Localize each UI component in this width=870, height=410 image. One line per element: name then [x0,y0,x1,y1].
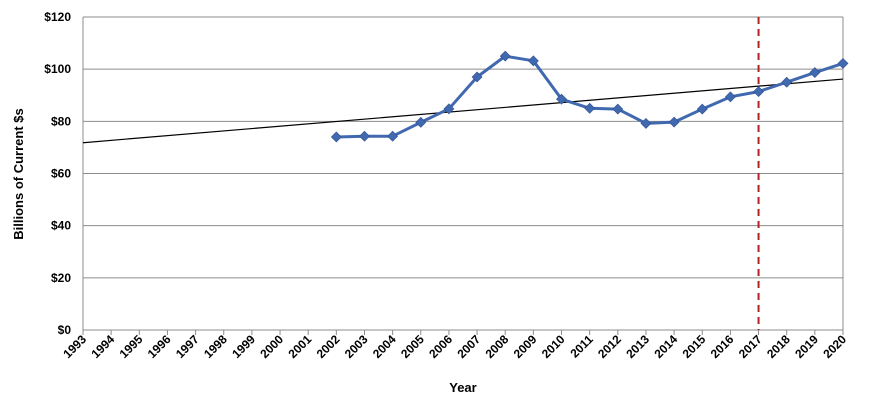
x-tick-label: 2019 [792,332,821,361]
y-tick-label: $20 [51,271,71,285]
x-tick-label: 1998 [201,332,230,361]
data-point [584,102,596,114]
x-tick-label: 2008 [483,332,512,361]
y-tick-label: $120 [44,10,71,24]
data-point [527,55,539,67]
x-tick-label: 2012 [595,332,624,361]
x-tick-label: 2000 [257,332,286,361]
x-tick-label: 2011 [567,332,596,361]
data-point [415,116,427,128]
x-tick-label: 2017 [736,332,765,361]
y-tick-label: $100 [44,62,71,76]
series-line [336,54,844,139]
x-tick-label: 2001 [286,332,315,361]
x-tick-label: 1995 [117,332,146,361]
data-point [809,67,821,78]
x-tick-label: 2005 [398,332,427,361]
data-point [753,86,764,98]
data-point [612,103,624,115]
y-tick-label: $40 [51,219,71,233]
x-tick-label: 2013 [623,332,652,361]
x-tick-label: 2014 [651,332,680,361]
trendline [82,78,844,144]
x-tick-labels: 1993 1994 1995 1996 1997 1998 1999 2000 2001 2002… [60,332,849,361]
y-tick-label: $80 [51,114,71,128]
x-tick-label: 2018 [764,332,793,361]
y-tick-label: $0 [58,323,72,337]
x-tick-label: 2009 [511,332,540,361]
x-tick-label: 1997 [173,332,202,361]
x-tick-label: 2003 [342,332,371,361]
x-axis-title: Year [449,380,476,395]
data-point [696,103,708,115]
series-layer [330,50,849,143]
data-point [837,58,849,69]
data-point [443,103,455,115]
x-tick-label: 2002 [314,332,343,361]
y-tick-label: $60 [51,167,71,181]
data-point [781,76,793,88]
x-tick-label: 2016 [708,332,737,361]
data-point [724,91,736,103]
data-point [668,116,680,128]
gridlines [82,16,844,335]
x-tick-label: 2004 [370,332,399,361]
x-tick-label: 1996 [145,332,174,361]
data-point [387,130,399,142]
data-point [640,117,652,129]
x-tick-label: 2015 [680,332,709,361]
x-tick-label: 2020 [820,332,849,361]
x-tick-label: 1994 [88,332,117,361]
data-point [471,71,483,83]
data-point [499,50,511,62]
data-point [330,131,342,143]
y-tick-labels: $0 $20 $40 $60 $80 $100 $120 [44,10,71,337]
x-tick-label: 1999 [229,332,258,361]
x-tick-label: 2010 [539,332,568,361]
x-tick-label: 2006 [426,332,455,361]
y-axis-title: Billions of Current $s [11,108,26,239]
trendline-layer [82,78,844,144]
data-point [556,93,567,105]
x-tick-label: 2007 [454,332,483,361]
data-point [359,130,370,142]
